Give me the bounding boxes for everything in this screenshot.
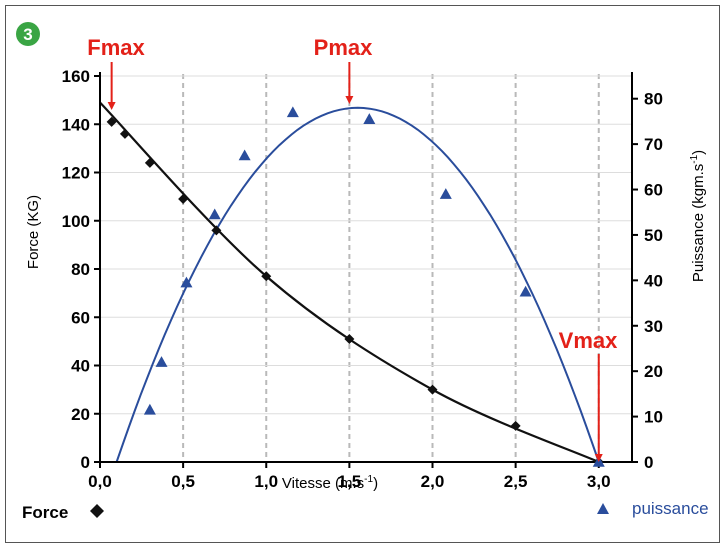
y-right-tick-label: 20 bbox=[644, 362, 663, 381]
y-right-tick-label: 10 bbox=[644, 408, 663, 427]
y-left-tick-label: 120 bbox=[62, 164, 90, 183]
x-tick-label: 2,5 bbox=[504, 472, 528, 491]
puissance-point bbox=[439, 188, 452, 199]
y-left-tick-label: 40 bbox=[71, 357, 90, 376]
y-right-axis-label-sup: -1 bbox=[689, 154, 700, 163]
figure-number-badge: 3 bbox=[16, 22, 40, 46]
y-right-tick-label: 70 bbox=[644, 135, 663, 154]
grid-lines bbox=[100, 74, 632, 462]
puissance-point bbox=[363, 113, 376, 124]
y-right-tick-label: 80 bbox=[644, 90, 663, 109]
force-power-chart: 3 0,0 0,5 1,0 1,5 2,0 2,5 3,002040608010012014… bbox=[16, 22, 709, 522]
y-left-axis-label: Force (KG) bbox=[25, 195, 42, 269]
puissance-point bbox=[155, 356, 168, 367]
legend-force-marker bbox=[90, 504, 104, 518]
fit-curves bbox=[99, 101, 600, 464]
badge-circle bbox=[16, 22, 40, 46]
power-fit-curve bbox=[115, 106, 600, 463]
force-point bbox=[144, 157, 155, 168]
puissance-point bbox=[286, 106, 299, 118]
y-right-tick-label: 0 bbox=[644, 453, 653, 472]
x-tick-label: 1,0 bbox=[254, 472, 278, 491]
annotation-arrow-head bbox=[594, 454, 603, 462]
force-point bbox=[178, 194, 189, 205]
force-point bbox=[119, 128, 130, 139]
x-axis-label-sup: -1 bbox=[364, 474, 373, 485]
y-left-tick-label: 20 bbox=[71, 405, 90, 424]
y-right-tick-label: 60 bbox=[644, 181, 663, 200]
puissance-point bbox=[180, 276, 193, 288]
y-left-tick-label: 100 bbox=[62, 212, 90, 231]
puissance-point bbox=[238, 149, 251, 161]
force-fit-curve bbox=[99, 101, 600, 464]
legend-force-label: Force bbox=[22, 503, 68, 522]
puissance-point bbox=[519, 285, 532, 297]
annotation-pmax: Pmax bbox=[314, 35, 373, 60]
force-point bbox=[261, 271, 272, 282]
y-left-tick-label: 80 bbox=[71, 260, 90, 279]
y-right-tick-label: 30 bbox=[644, 317, 663, 336]
force-point bbox=[427, 384, 438, 395]
force-point bbox=[510, 420, 521, 431]
x-tick-label: 2,0 bbox=[421, 472, 445, 491]
force-point bbox=[106, 116, 117, 127]
axes: 0,0 0,5 1,0 1,5 2,0 2,5 3,00204060801001201401… bbox=[62, 67, 663, 491]
y-left-tick-label: 60 bbox=[71, 308, 90, 327]
annotation-arrow-head bbox=[107, 102, 116, 110]
y-right-tick-label: 40 bbox=[644, 271, 663, 290]
force-point bbox=[344, 333, 355, 344]
puissance-point bbox=[208, 208, 221, 220]
y-left-tick-label: 0 bbox=[81, 453, 90, 472]
annotation-arrow-head bbox=[345, 96, 354, 104]
x-axis-label: Vitesse (m.s-1) bbox=[282, 474, 378, 492]
figure-number: 3 bbox=[23, 25, 32, 44]
x-tick-label: 1,5 bbox=[338, 472, 362, 491]
x-tick-label: 0,0 bbox=[88, 472, 112, 491]
legend-puissance-marker bbox=[597, 503, 609, 514]
y-left-tick-label: 160 bbox=[62, 67, 90, 86]
axis-labels: Vitesse (m.s-1) Force (KG) Puissance (kgm.… bbox=[25, 150, 707, 492]
x-tick-label: 3,0 bbox=[587, 472, 611, 491]
data-marks bbox=[106, 106, 605, 467]
annotation-fmax: Fmax bbox=[87, 35, 145, 60]
force-point bbox=[211, 225, 222, 236]
figure-frame: 3 0,0 0,5 1,0 1,5 2,0 2,5 3,0 0 20 40 60 80 100 120 14… bbox=[5, 5, 720, 543]
x-axis-label-end: ) bbox=[373, 475, 378, 492]
y-left-tick-label: 140 bbox=[62, 115, 90, 134]
legend: Force puissance bbox=[22, 499, 709, 522]
y-right-axis-label: Puissance (kgm.s-1) bbox=[689, 150, 707, 282]
puissance-point bbox=[143, 403, 156, 415]
x-tick-label: 0,5 bbox=[171, 472, 195, 491]
legend-puissance-label: puissance bbox=[632, 499, 709, 518]
annotation-vmax: Vmax bbox=[559, 328, 618, 353]
y-right-axis-label-end: ) bbox=[690, 150, 707, 155]
annotations: Fmax Pmax Vmax bbox=[87, 35, 618, 462]
y-right-tick-label: 50 bbox=[644, 226, 663, 245]
